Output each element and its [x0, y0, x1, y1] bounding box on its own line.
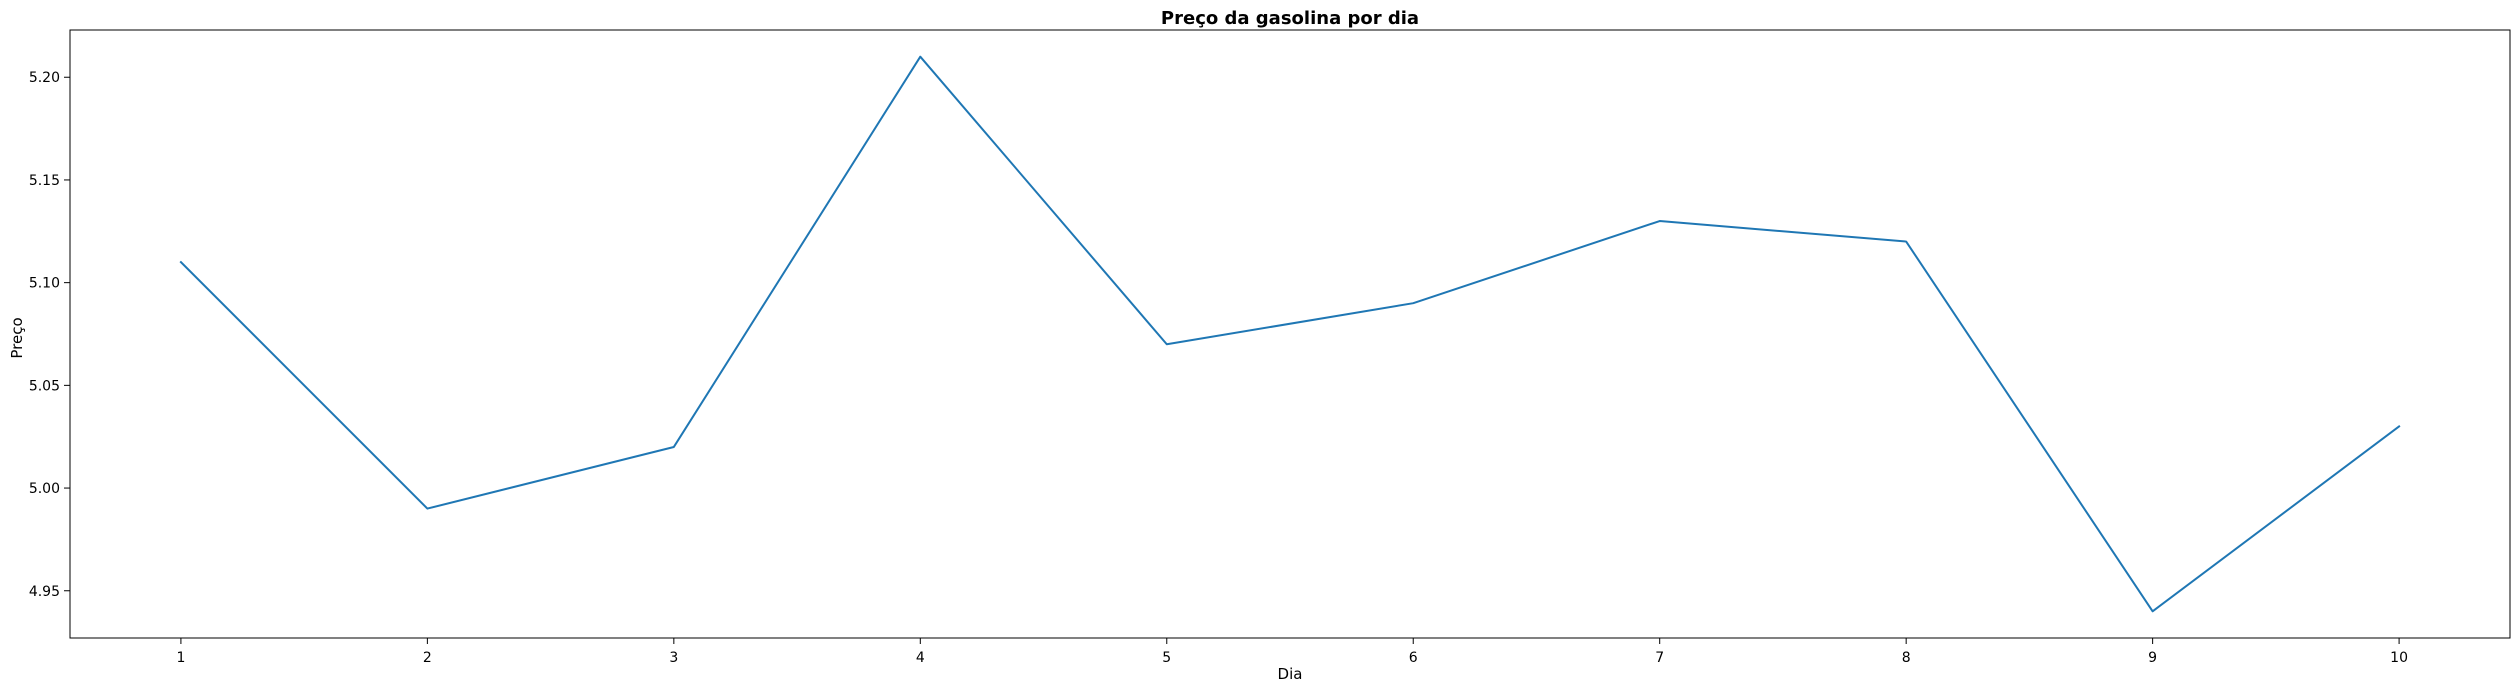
x-tick-label: 9	[2148, 650, 2157, 666]
x-axis-label: Dia	[1278, 665, 1303, 683]
y-tick-label: 5.05	[29, 378, 60, 394]
y-axis-label: Preço	[8, 317, 26, 358]
series-line-0	[179, 55, 2401, 613]
y-tick-label: 4.95	[29, 584, 60, 600]
x-tick-label: 5	[1162, 650, 1171, 666]
y-tick-label: 5.15	[29, 173, 60, 189]
x-tick-label: 8	[1902, 650, 1911, 666]
x-tick-label: 2	[423, 650, 432, 666]
x-tick-label: 7	[1655, 650, 1664, 666]
x-tick-label: 1	[176, 650, 185, 666]
y-tick-label: 5.10	[29, 276, 60, 292]
x-tick-label: 10	[2390, 650, 2408, 666]
axes-frame	[69, 29, 2511, 639]
y-tick-label: 5.00	[29, 481, 60, 497]
x-tick-label: 3	[669, 650, 678, 666]
y-tick-label: 5.20	[29, 70, 60, 86]
plot-area: 1 2 3 4 5 6 7 8 9 10 4.95 5.00 5.05 5.10 5.15 5.20	[29, 29, 2511, 666]
x-tick-label: 4	[916, 650, 925, 666]
x-tick-label: 6	[1409, 650, 1418, 666]
chart-title: Preço da gasolina por dia	[1161, 8, 1419, 29]
